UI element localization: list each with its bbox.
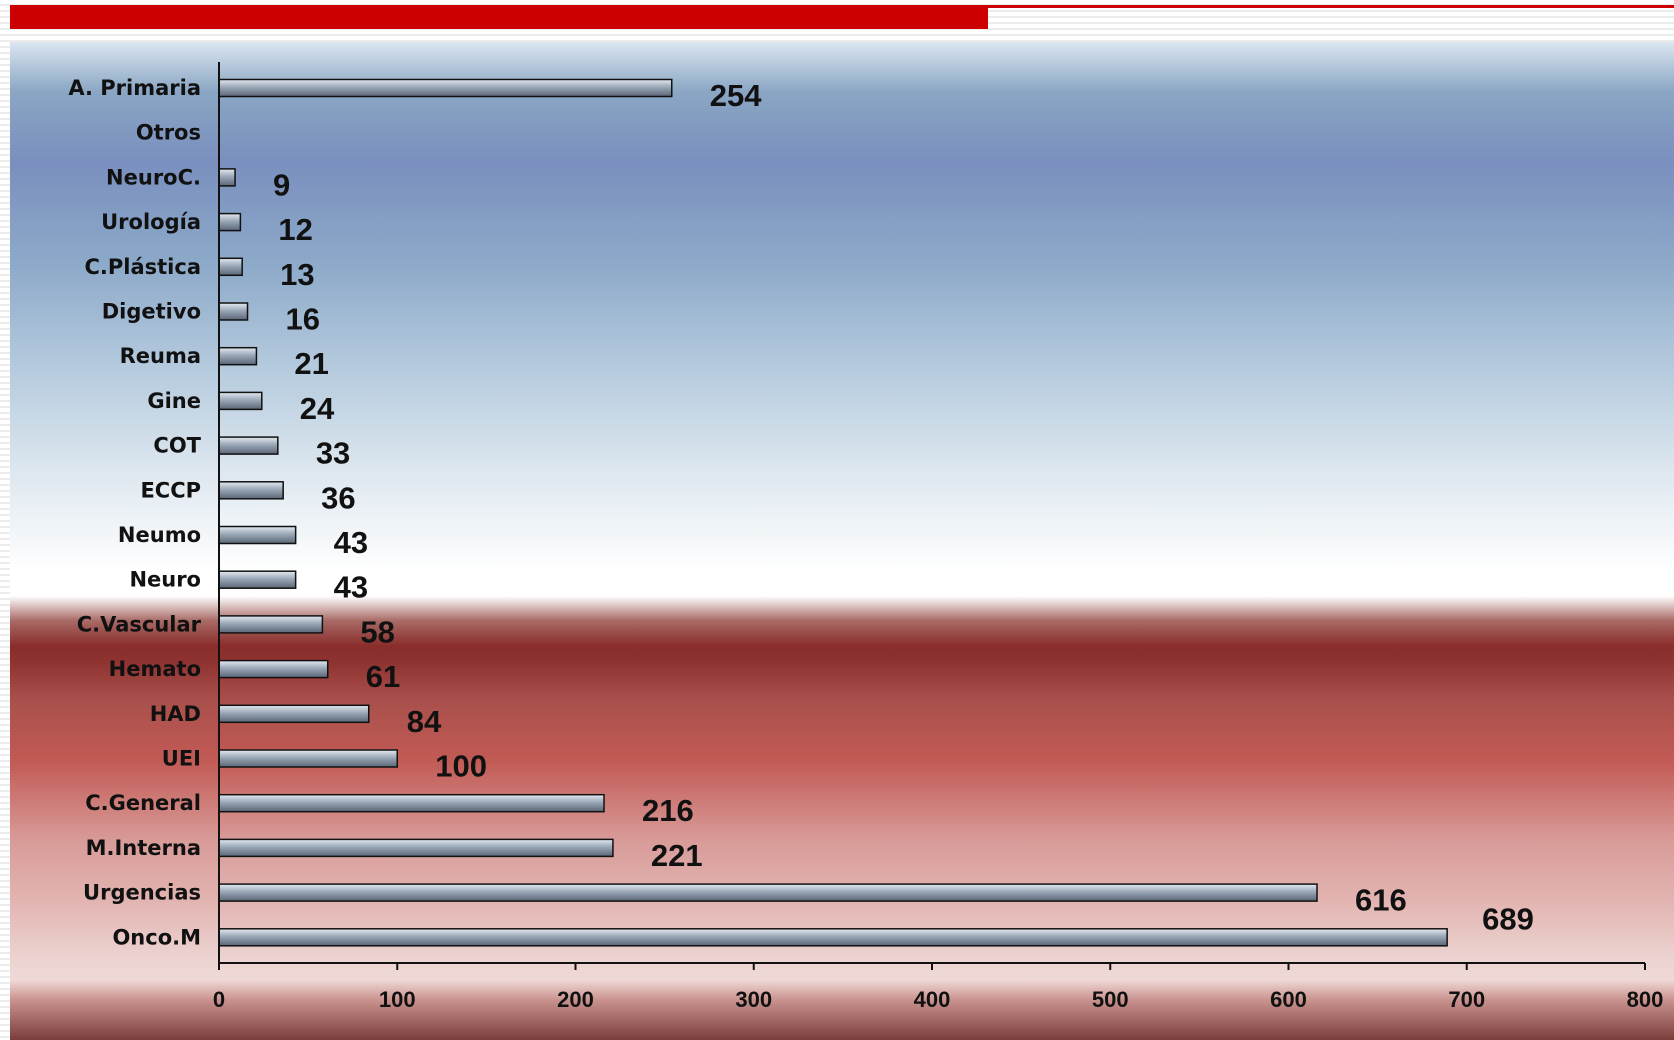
bar — [218, 302, 249, 321]
bar — [218, 928, 1448, 947]
data-label: 84 — [407, 704, 442, 739]
category-label: Onco.M — [112, 925, 201, 949]
bar — [218, 481, 284, 500]
x-tick-label: 100 — [379, 987, 416, 1012]
data-label: 16 — [286, 302, 320, 337]
bar — [218, 704, 370, 724]
bar — [218, 749, 398, 768]
bar — [218, 212, 242, 232]
data-label: 9 — [273, 167, 290, 202]
category-label: Urología — [101, 210, 201, 234]
category-label: Urgencias — [83, 881, 201, 905]
category-labels: A. Primaria Otros NeuroC. Urología C.Plástic… — [68, 76, 201, 949]
category-label: Digetivo — [102, 300, 201, 324]
bar — [218, 257, 243, 277]
bar — [218, 615, 324, 634]
category-label: M.Interna — [86, 836, 201, 860]
bar — [218, 346, 258, 366]
x-tick-label: 800 — [1627, 987, 1664, 1012]
data-label: 43 — [334, 525, 368, 560]
data-label: 58 — [360, 614, 394, 649]
header-accent-line — [988, 5, 1674, 8]
category-label: Hemato — [109, 657, 201, 681]
category-label: HAD — [150, 702, 201, 726]
category-label: Otros — [136, 121, 201, 145]
bar — [218, 793, 605, 813]
header-accent-bar — [10, 5, 988, 29]
data-label: 24 — [300, 391, 335, 426]
bar — [218, 883, 1318, 902]
x-tick-label: 400 — [914, 987, 951, 1012]
bar — [218, 391, 263, 411]
bar — [218, 659, 329, 679]
x-tick-label: 700 — [1448, 987, 1485, 1012]
bar — [218, 838, 614, 858]
category-label: NeuroC. — [106, 165, 201, 189]
category-label: Gine — [147, 389, 201, 413]
data-label: 13 — [280, 257, 314, 292]
data-label: 21 — [294, 346, 328, 381]
data-label: 616 — [1355, 883, 1407, 918]
category-label: ECCP — [140, 478, 201, 502]
x-tick-label: 500 — [1092, 987, 1129, 1012]
category-label: UEI — [162, 747, 201, 771]
data-label: 33 — [316, 436, 350, 471]
category-label: C.General — [85, 791, 201, 815]
category-label: Neuro — [129, 568, 201, 592]
x-tick-label: 300 — [735, 987, 772, 1012]
data-label: 216 — [642, 793, 694, 828]
data-label: 12 — [278, 212, 312, 247]
data-label: 100 — [435, 749, 487, 784]
data-label: 689 — [1482, 901, 1534, 936]
bar — [218, 570, 297, 589]
data-label: 36 — [321, 480, 355, 515]
data-label: 43 — [334, 570, 368, 605]
x-tick-label: 0 — [213, 987, 225, 1012]
category-label: Reuma — [120, 344, 201, 368]
bar — [218, 168, 236, 187]
axes: 0 100 200 300 400 500 600 700 800 — [213, 62, 1663, 1012]
category-label: C.Vascular — [77, 612, 202, 636]
category-label: C.Plástica — [84, 255, 201, 279]
bars — [218, 78, 1448, 947]
category-label: COT — [153, 434, 201, 458]
bar — [218, 78, 673, 98]
data-label: 254 — [710, 78, 762, 113]
data-label: 221 — [651, 838, 703, 873]
data-label: 61 — [366, 659, 400, 694]
category-label: Neumo — [118, 523, 201, 547]
bar — [218, 525, 297, 545]
bar — [218, 436, 279, 455]
x-tick-label: 600 — [1270, 987, 1307, 1012]
x-tick-label: 200 — [557, 987, 594, 1012]
category-label: A. Primaria — [68, 76, 201, 100]
